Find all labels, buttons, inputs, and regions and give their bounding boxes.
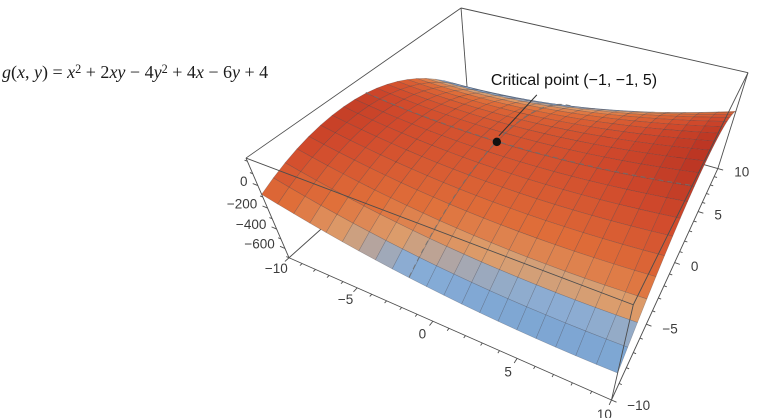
equation-label: g(x, y) = x2 + 2xy − 4y2 + 4x − 6y + 4	[2, 61, 269, 83]
critical-point-label: Critical point (−1, −1, 5)	[490, 71, 658, 89]
